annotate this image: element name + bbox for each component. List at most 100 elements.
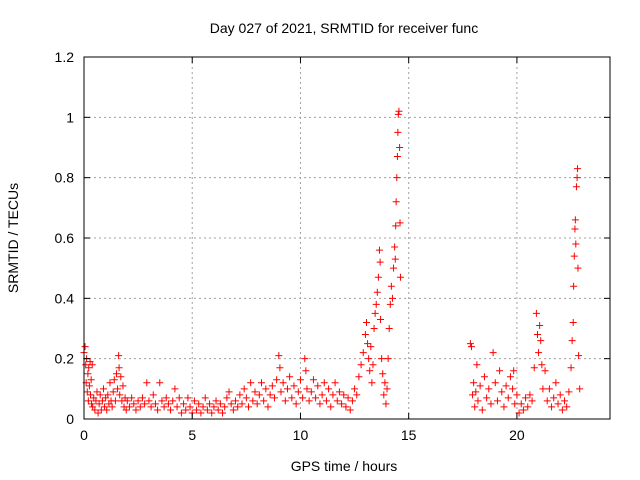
y-axis-label: SRMTID / TECUs xyxy=(5,183,21,293)
data-point xyxy=(264,403,272,411)
data-point xyxy=(504,394,512,402)
data-point xyxy=(396,219,404,227)
data-point xyxy=(275,352,283,360)
data-point xyxy=(396,144,404,151)
data-point xyxy=(327,403,335,411)
data-point xyxy=(466,340,474,348)
data-point xyxy=(247,379,255,387)
x-axis-label: GPS time / hours xyxy=(291,458,398,474)
data-point xyxy=(276,364,284,372)
data-point xyxy=(506,373,514,381)
data-point xyxy=(283,385,291,393)
data-point xyxy=(362,318,370,326)
data-point xyxy=(201,394,209,402)
data-point xyxy=(365,355,373,363)
data-point xyxy=(182,406,190,414)
y-tick-label: 1.2 xyxy=(55,49,75,65)
data-point xyxy=(469,391,477,399)
data-point xyxy=(221,403,229,411)
data-point xyxy=(338,400,346,408)
data-point xyxy=(474,397,482,405)
data-point xyxy=(86,391,94,399)
data-point xyxy=(382,400,390,408)
data-point xyxy=(160,403,168,411)
data-point xyxy=(372,300,380,308)
data-point xyxy=(370,325,378,332)
data-point xyxy=(270,394,278,402)
data-point xyxy=(480,373,488,381)
data-point xyxy=(108,403,116,411)
data-point xyxy=(175,394,183,402)
data-point xyxy=(214,406,222,414)
data-point xyxy=(476,382,484,390)
data-point xyxy=(262,385,270,393)
data-point xyxy=(302,367,310,375)
data-point xyxy=(548,403,556,411)
data-point xyxy=(532,309,540,317)
data-point xyxy=(242,394,250,402)
data-point xyxy=(169,397,177,405)
data-point xyxy=(123,397,131,405)
data-point xyxy=(318,391,326,399)
data-point xyxy=(364,340,372,348)
data-point xyxy=(500,403,508,411)
data-point xyxy=(145,397,153,405)
data-point xyxy=(574,165,582,173)
data-point xyxy=(128,394,136,402)
data-point xyxy=(281,397,289,405)
data-point xyxy=(255,391,263,399)
data-point xyxy=(335,388,343,396)
data-point xyxy=(87,376,95,384)
data-point xyxy=(238,400,246,408)
data-point xyxy=(149,391,157,399)
data-point xyxy=(223,394,231,402)
data-point xyxy=(383,385,391,393)
data-point xyxy=(167,406,175,414)
data-point xyxy=(116,391,124,399)
data-point xyxy=(195,400,203,408)
data-point xyxy=(519,406,527,414)
data-point xyxy=(483,394,491,402)
data-point xyxy=(251,388,259,396)
data-point xyxy=(114,385,122,393)
data-point xyxy=(374,273,382,281)
data-point xyxy=(575,352,583,360)
data-point xyxy=(378,355,386,363)
data-point xyxy=(571,216,579,224)
data-point xyxy=(249,397,257,405)
data-point xyxy=(340,391,348,399)
data-point xyxy=(104,391,112,399)
data-point xyxy=(565,388,573,396)
data-point xyxy=(467,343,475,351)
data-point xyxy=(478,406,486,414)
data-point xyxy=(515,409,523,417)
data-point xyxy=(162,394,170,402)
data-point xyxy=(288,394,296,402)
data-point xyxy=(574,264,582,272)
data-point xyxy=(154,406,162,414)
data-point xyxy=(296,376,304,384)
data-point xyxy=(173,403,181,411)
data-point xyxy=(273,376,281,384)
data-point xyxy=(122,406,130,414)
data-point xyxy=(359,349,367,357)
data-point xyxy=(260,397,268,405)
data-point xyxy=(550,394,558,402)
data-point xyxy=(92,397,100,405)
data-point xyxy=(493,397,501,405)
data-point xyxy=(151,400,159,408)
data-point xyxy=(322,397,330,405)
data-point xyxy=(392,222,400,230)
data-point xyxy=(229,406,237,414)
data-point xyxy=(83,388,91,396)
data-point xyxy=(212,397,220,405)
data-point xyxy=(530,364,538,372)
data-point xyxy=(112,370,120,378)
data-point xyxy=(395,107,403,115)
data-point xyxy=(236,391,244,399)
data-point xyxy=(511,400,519,408)
data-point xyxy=(485,385,493,393)
data-point xyxy=(541,367,549,375)
data-point xyxy=(491,379,499,387)
y-tick-label: 0.6 xyxy=(55,230,75,246)
